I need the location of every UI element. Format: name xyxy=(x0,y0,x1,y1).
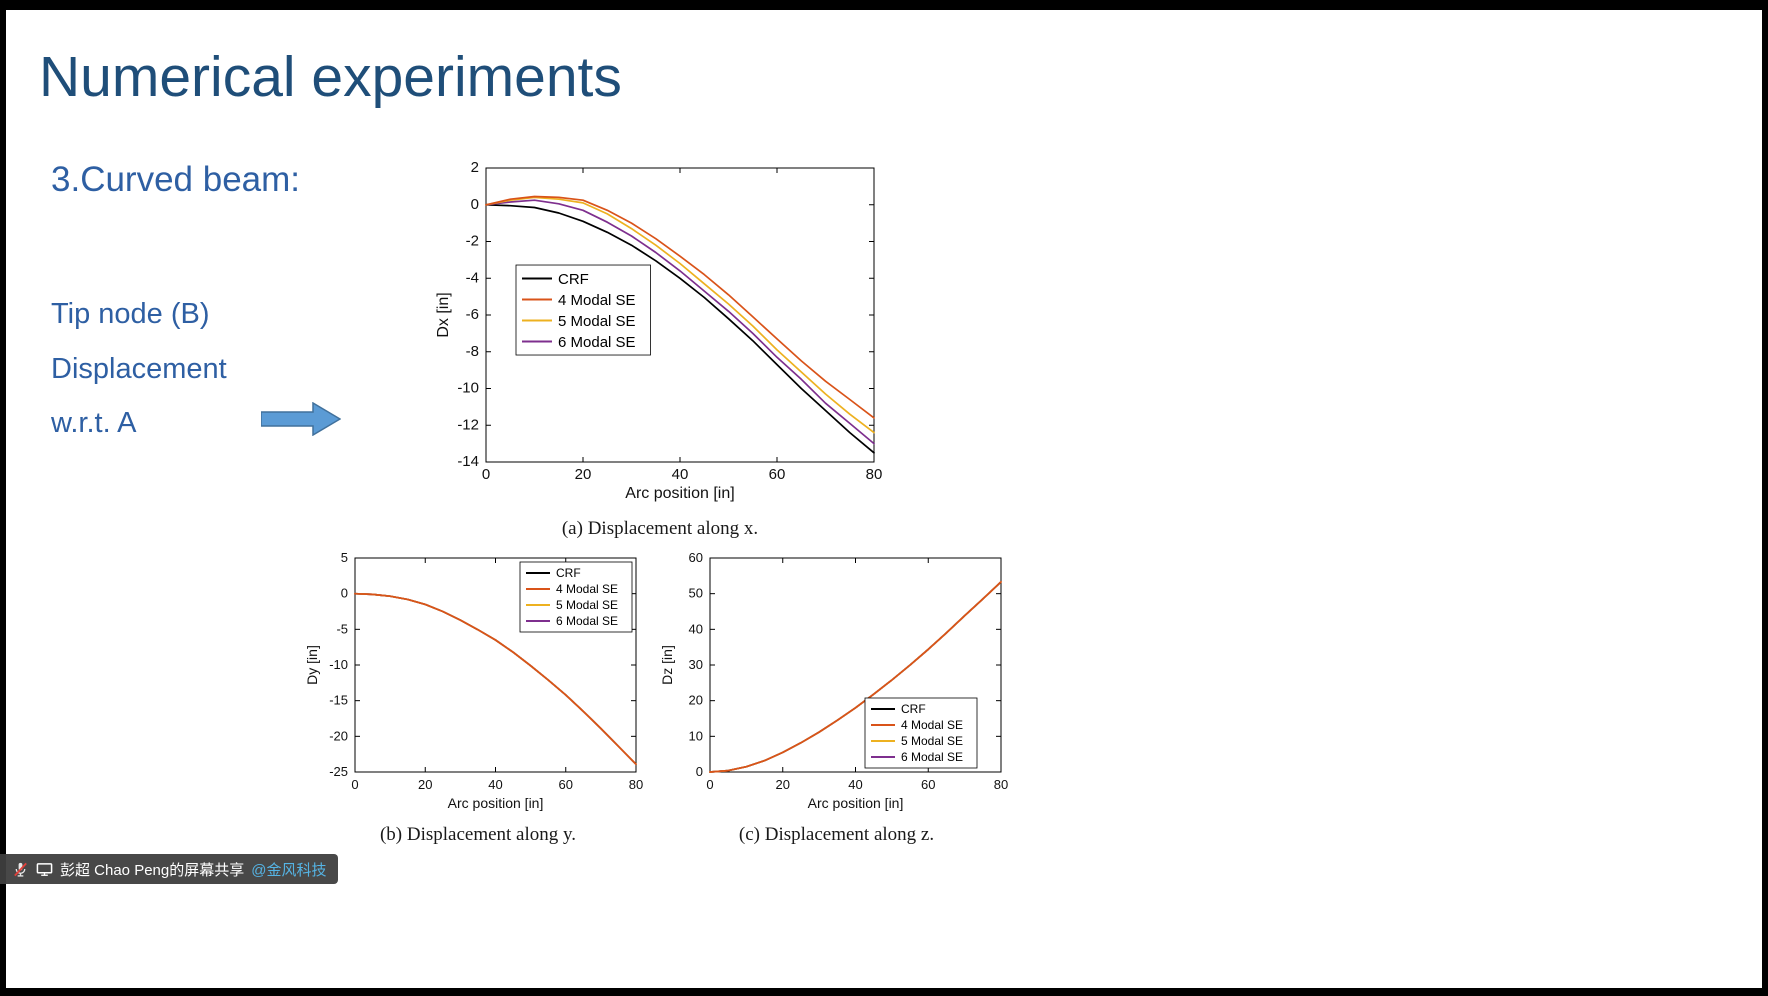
svg-text:-25: -25 xyxy=(329,764,348,779)
svg-text:5 Modal SE: 5 Modal SE xyxy=(901,734,963,748)
note-line-wrt-a: w.r.t. A xyxy=(51,407,137,439)
svg-text:60: 60 xyxy=(921,777,935,792)
svg-text:5 Modal SE: 5 Modal SE xyxy=(556,598,618,612)
svg-text:40: 40 xyxy=(672,466,689,483)
slide: Numerical experiments 3.Curved beam: Tip… xyxy=(6,10,1762,988)
svg-text:4 Modal SE: 4 Modal SE xyxy=(558,292,636,309)
block-arrow-icon xyxy=(261,402,341,436)
svg-text:-4: -4 xyxy=(466,269,479,286)
svg-text:-20: -20 xyxy=(329,728,348,743)
svg-text:2: 2 xyxy=(471,159,479,176)
svg-text:-2: -2 xyxy=(466,233,479,250)
svg-text:60: 60 xyxy=(689,550,703,565)
svg-text:0: 0 xyxy=(482,466,490,483)
svg-text:0: 0 xyxy=(696,764,703,779)
svg-text:0: 0 xyxy=(706,777,713,792)
svg-text:Arc position [in]: Arc position [in] xyxy=(625,485,734,502)
svg-text:CRF: CRF xyxy=(901,702,926,716)
svg-text:60: 60 xyxy=(769,466,786,483)
dy-vs-arc-position-chart: 0 20 40 60 80 5 0 -5 -10 -15 -20 -25 Arc position [i… xyxy=(303,548,648,816)
svg-text:6 Modal SE: 6 Modal SE xyxy=(556,614,618,628)
dz-vs-arc-position-chart: 0 20 40 60 80 0 10 20 30 40 50 60 Arc position [in] D… xyxy=(658,548,1013,816)
svg-text:CRF: CRF xyxy=(558,271,589,288)
svg-text:Dx [in]: Dx [in] xyxy=(435,292,452,337)
caption-displacement-z: (c) Displacement along z. xyxy=(738,824,935,845)
svg-text:80: 80 xyxy=(629,777,643,792)
note-line-tip-node: Tip node (B) xyxy=(51,298,210,330)
slide-title: Numerical experiments xyxy=(39,45,622,109)
svg-text:20: 20 xyxy=(776,777,790,792)
screen-share-icon xyxy=(36,862,53,876)
svg-text:6 Modal SE: 6 Modal SE xyxy=(558,334,636,351)
section-heading: 3.Curved beam: xyxy=(51,160,301,199)
svg-text:0: 0 xyxy=(471,196,479,213)
svg-text:-10: -10 xyxy=(457,380,479,397)
svg-text:40: 40 xyxy=(488,777,502,792)
svg-text:-12: -12 xyxy=(457,416,479,433)
svg-text:30: 30 xyxy=(689,657,703,672)
caption-displacement-x: (a) Displacement along x. xyxy=(561,518,759,539)
svg-text:0: 0 xyxy=(351,777,358,792)
svg-text:60: 60 xyxy=(559,777,573,792)
svg-text:40: 40 xyxy=(689,621,703,636)
svg-text:50: 50 xyxy=(689,586,703,601)
svg-text:CRF: CRF xyxy=(556,566,581,580)
svg-text:6 Modal SE: 6 Modal SE xyxy=(901,750,963,764)
svg-text:80: 80 xyxy=(994,777,1008,792)
svg-text:20: 20 xyxy=(689,693,703,708)
svg-text:20: 20 xyxy=(575,466,592,483)
svg-text:40: 40 xyxy=(848,777,862,792)
svg-text:Dz [in]: Dz [in] xyxy=(659,645,675,685)
org-link[interactable]: @金风科技 xyxy=(251,861,327,879)
svg-text:0: 0 xyxy=(341,586,348,601)
svg-text:5 Modal SE: 5 Modal SE xyxy=(558,313,636,330)
svg-text:4 Modal SE: 4 Modal SE xyxy=(556,582,618,596)
svg-text:Dy [in]: Dy [in] xyxy=(304,645,320,685)
note-line-displacement: Displacement xyxy=(51,353,227,385)
svg-text:-15: -15 xyxy=(329,693,348,708)
svg-text:-10: -10 xyxy=(329,657,348,672)
svg-text:-8: -8 xyxy=(466,343,479,360)
block-arrow-shape xyxy=(261,402,341,436)
caption-displacement-y: (b) Displacement along y. xyxy=(379,824,577,845)
dx-vs-arc-position-chart: 0 20 40 60 80 2 0 -2 -4 -6 -8 -10 -12 -14 Arc position… xyxy=(434,158,886,506)
svg-text:20: 20 xyxy=(418,777,432,792)
presenter-label: 彭超 Chao Peng的屏幕共享 xyxy=(60,861,245,879)
svg-text:-5: -5 xyxy=(336,621,348,636)
svg-text:-6: -6 xyxy=(466,306,479,323)
svg-text:Arc position [in]: Arc position [in] xyxy=(808,795,904,811)
svg-text:Arc position [in]: Arc position [in] xyxy=(448,795,544,811)
svg-text:5: 5 xyxy=(341,550,348,565)
svg-text:80: 80 xyxy=(866,466,883,483)
screen-share-banner: 彭超 Chao Peng的屏幕共享 @金风科技 xyxy=(0,854,339,884)
svg-text:4 Modal SE: 4 Modal SE xyxy=(901,718,963,732)
svg-text:10: 10 xyxy=(689,728,703,743)
muted-mic-icon xyxy=(14,862,27,877)
svg-text:-14: -14 xyxy=(457,453,479,470)
